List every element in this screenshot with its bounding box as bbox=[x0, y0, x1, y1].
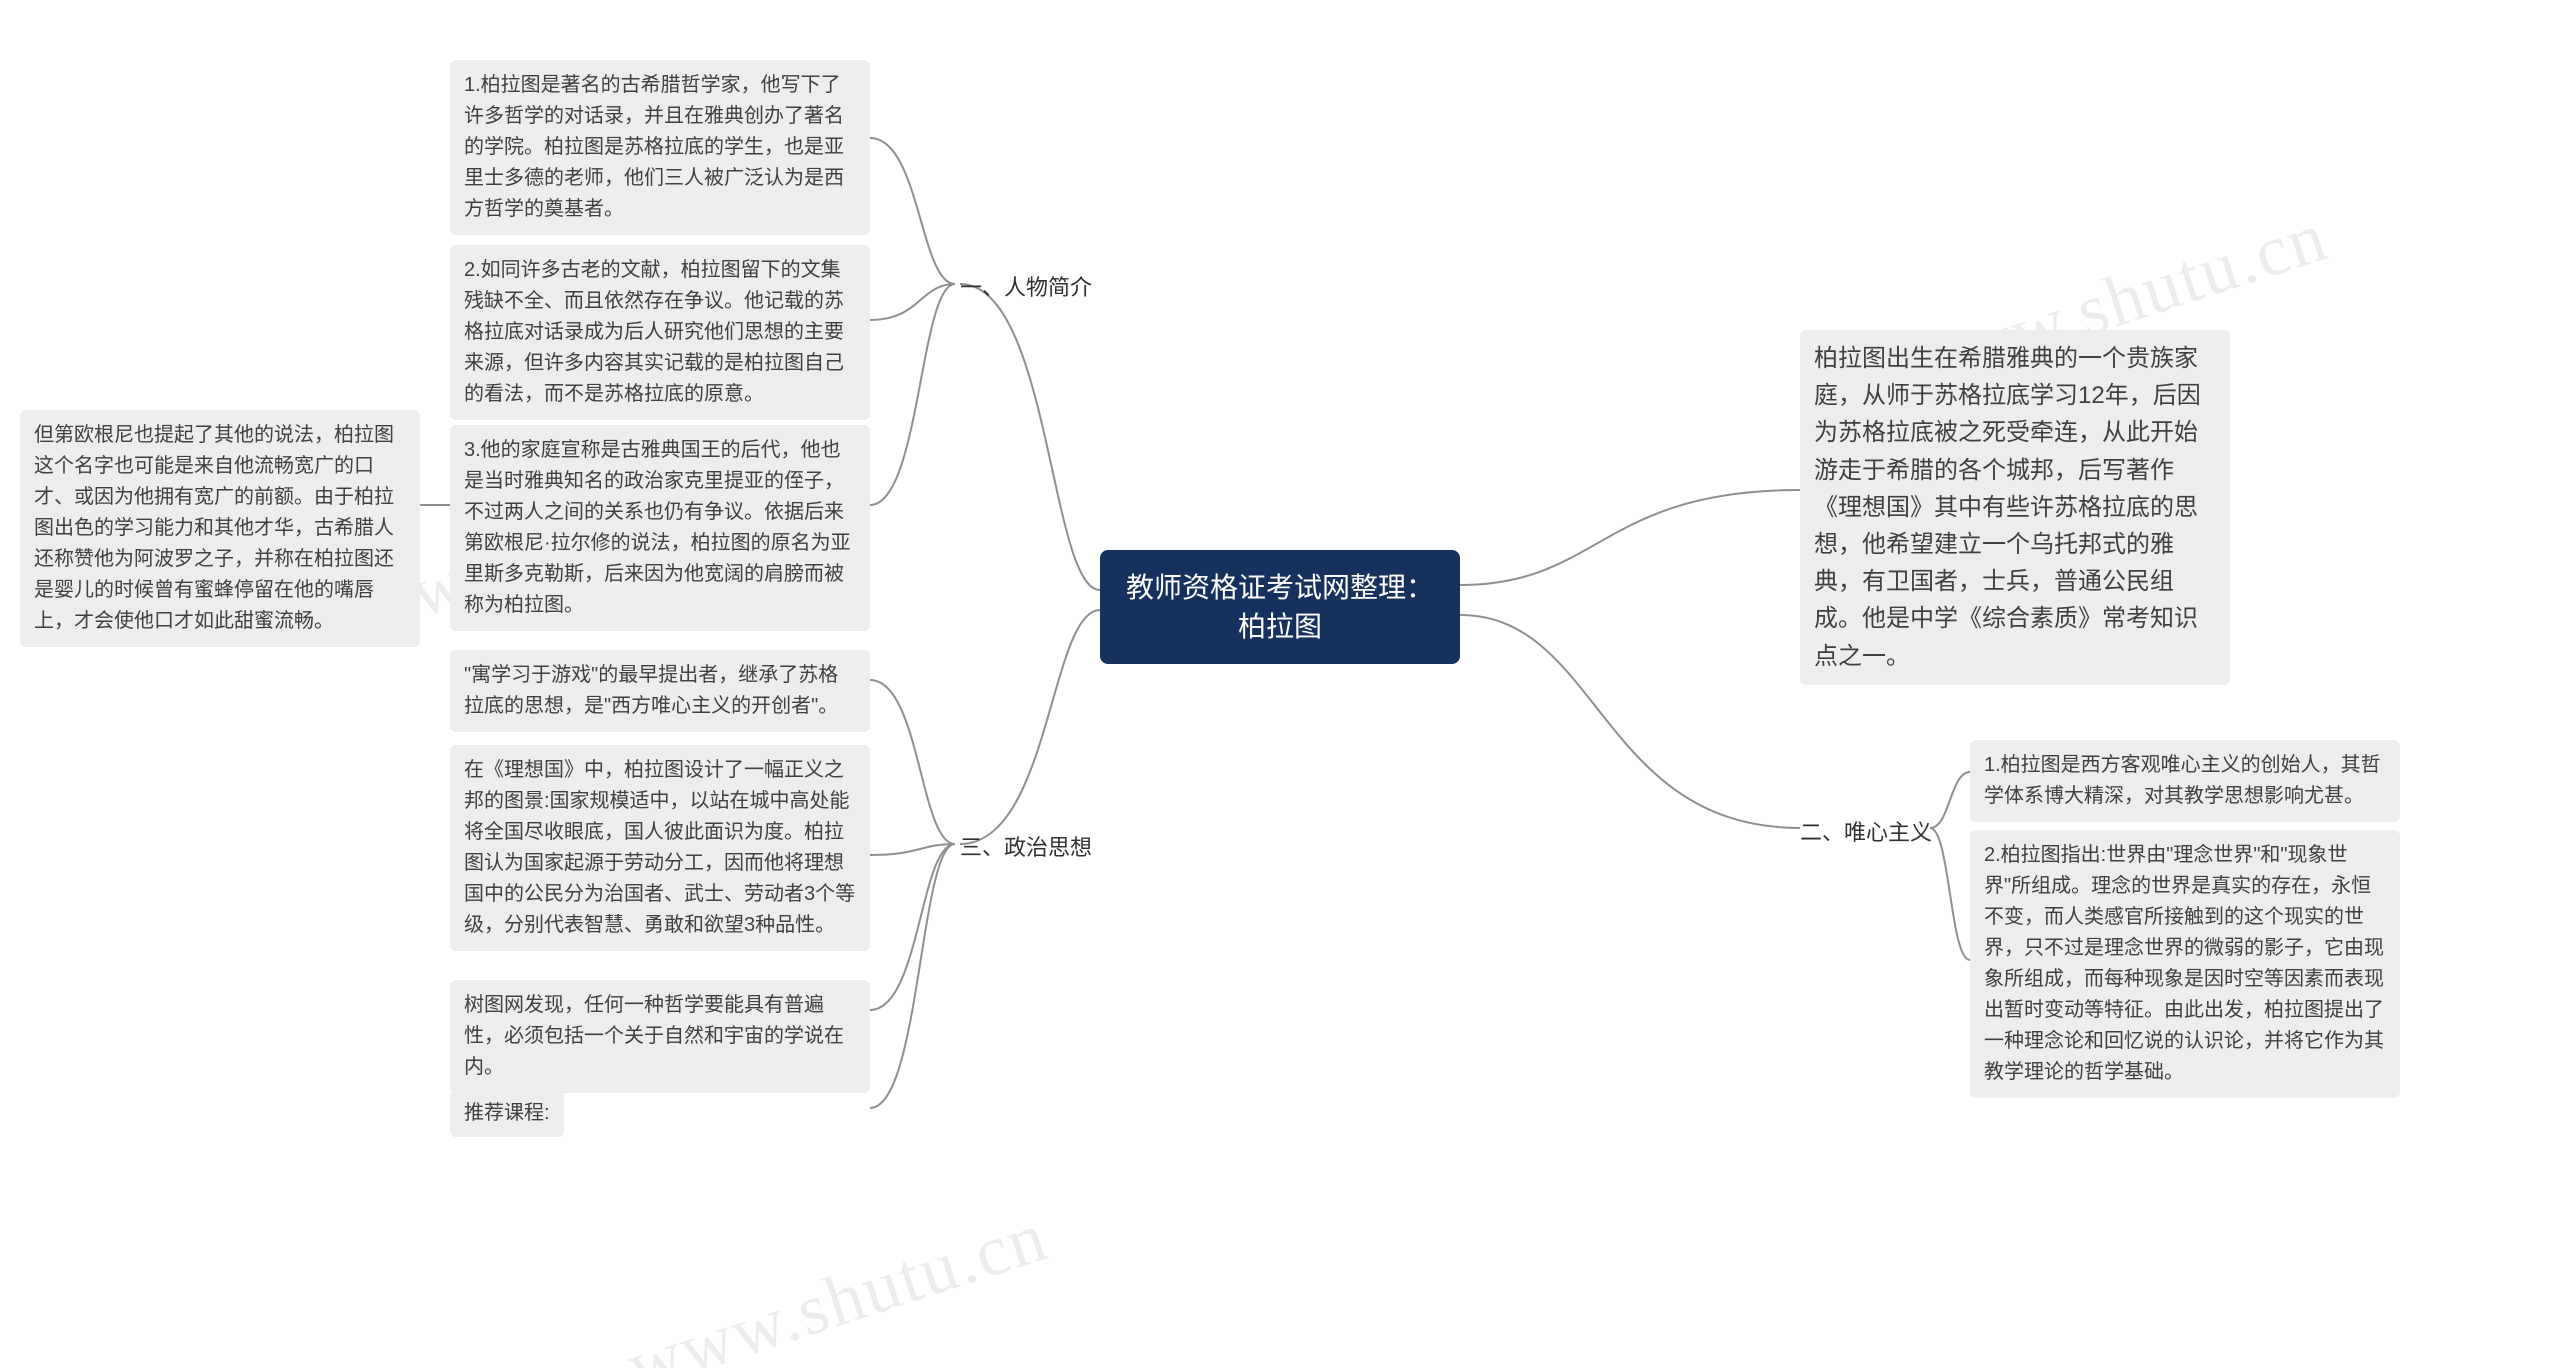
node-big-summary: 柏拉图出生在希腊雅典的一个贵族家庭，从师于苏格拉底学习12年，后因为苏格拉底被之… bbox=[1800, 330, 2230, 685]
node-politics-1: "寓学习于游戏"的最早提出者，继承了苏格拉底的思想，是"西方唯心主义的开创者"。 bbox=[450, 650, 870, 732]
node-intro-2: 2.如同许多古老的文献，柏拉图留下的文集残缺不全、而且依然存在争议。他记载的苏格… bbox=[450, 245, 870, 420]
node-politics-2: 在《理想国》中，柏拉图设计了一幅正义之邦的图景:国家规模适中，以站在城中高处能将… bbox=[450, 745, 870, 951]
node-idealism-1: 1.柏拉图是西方客观唯心主义的创始人，其哲学体系博大精深，对其教学思想影响尤甚。 bbox=[1970, 740, 2400, 822]
node-politics-3: 树图网发现，任何一种哲学要能具有普遍性，必须包括一个关于自然和宇宙的学说在内。 bbox=[450, 980, 870, 1093]
node-politics-4: 推荐课程: bbox=[450, 1090, 564, 1137]
node-idealism-2: 2.柏拉图指出:世界由"理念世界"和"现象世界"所组成。理念的世界是真实的存在，… bbox=[1970, 830, 2400, 1098]
node-intro-3-extra: 但第欧根尼也提起了其他的说法，柏拉图这个名字也可能是来自他流畅宽广的口才、或因为… bbox=[20, 410, 420, 647]
center-title-line1: 教师资格证考试网整理： bbox=[1126, 568, 1434, 607]
node-intro-1: 1.柏拉图是著名的古希腊哲学家，他写下了许多哲学的对话录，并且在雅典创办了著名的… bbox=[450, 60, 870, 235]
branch-intro: 一、人物简介 bbox=[960, 270, 1092, 302]
branch-politics: 三、政治思想 bbox=[960, 830, 1092, 862]
center-topic: 教师资格证考试网整理： 柏拉图 bbox=[1100, 550, 1460, 664]
node-intro-3: 3.他的家庭宣称是古雅典国王的后代，他也是当时雅典知名的政治家克里提亚的侄子，不… bbox=[450, 425, 870, 631]
center-title-line2: 柏拉图 bbox=[1126, 607, 1434, 646]
branch-idealism: 二、唯心主义 bbox=[1800, 815, 1932, 847]
watermark: www.shutu.cn bbox=[618, 1195, 1058, 1368]
